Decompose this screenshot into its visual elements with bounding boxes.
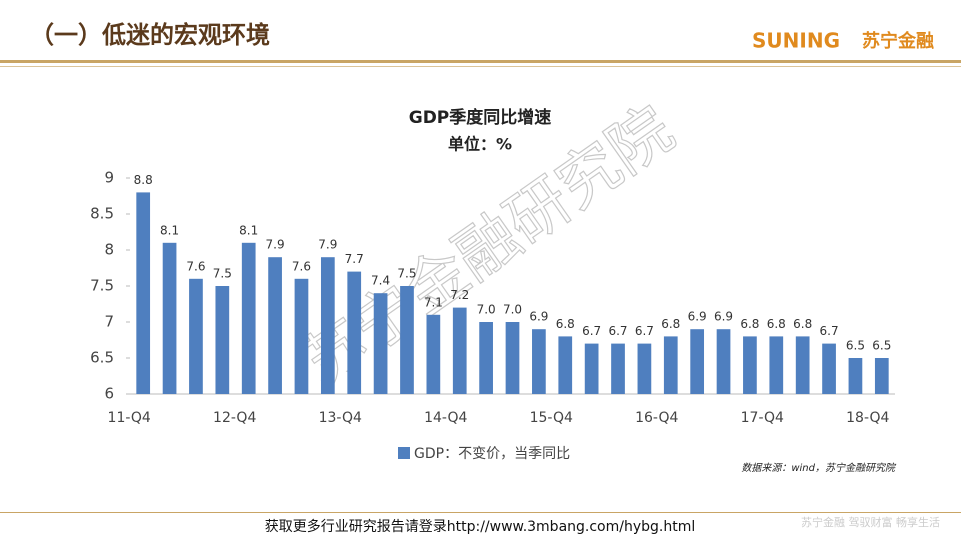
bar	[505, 322, 520, 394]
value-label: 6.8	[793, 317, 812, 331]
value-label: 7.2	[450, 288, 469, 302]
footer-rule	[0, 512, 961, 513]
value-label: 8.8	[134, 173, 153, 187]
bar	[320, 257, 335, 394]
value-label: 7.9	[266, 238, 285, 252]
value-label: 6.8	[740, 317, 759, 331]
source-note: 数据来源：wind，苏宁金融研究院	[741, 462, 897, 474]
bar	[241, 242, 256, 394]
value-label: 6.9	[529, 310, 548, 324]
bar	[558, 336, 573, 394]
bar	[848, 358, 863, 394]
value-label: 6.9	[688, 310, 707, 324]
x-tick-label: 14-Q4	[424, 410, 467, 426]
x-tick-label: 15-Q4	[530, 410, 573, 426]
y-tick-label: 8.5	[90, 205, 114, 223]
value-label: 7.0	[503, 303, 522, 317]
bar	[452, 307, 467, 394]
value-label: 6.5	[846, 339, 865, 353]
bar	[426, 314, 441, 394]
y-tick-label: 6.5	[90, 349, 114, 367]
value-label: 7.9	[318, 238, 337, 252]
value-label: 8.1	[239, 223, 258, 237]
bar	[822, 343, 836, 394]
value-label: 6.7	[635, 324, 654, 338]
bar	[532, 329, 546, 394]
x-tick-label: 18-Q4	[846, 410, 889, 426]
value-label: 6.8	[767, 317, 786, 331]
bar	[373, 293, 388, 394]
value-label: 7.6	[186, 259, 205, 273]
bar	[874, 358, 889, 394]
bar	[611, 343, 625, 394]
bar	[637, 343, 652, 394]
x-tick-label: 17-Q4	[741, 410, 784, 426]
bar	[268, 257, 282, 394]
logo-en: SUNING	[752, 29, 840, 53]
bar	[663, 336, 678, 394]
bar	[189, 278, 203, 394]
x-tick-label: 12-Q4	[213, 410, 256, 426]
bar	[215, 286, 230, 394]
y-tick-label: 9	[104, 169, 114, 187]
value-label: 6.7	[608, 324, 627, 338]
y-tick-label: 7	[104, 313, 114, 331]
bar	[743, 336, 757, 394]
y-tick-label: 8	[104, 241, 114, 259]
value-label: 7.4	[371, 274, 390, 288]
x-tick-label: 11-Q4	[108, 410, 151, 426]
bar	[294, 278, 309, 394]
bar	[584, 343, 599, 394]
y-tick-label: 6	[104, 385, 114, 403]
chart-subtitle: 单位：%	[448, 135, 512, 154]
value-label: 8.1	[160, 223, 179, 237]
value-label: 7.1	[424, 295, 443, 309]
header-rule	[0, 60, 961, 63]
footer-link: 获取更多行业研究报告请登录http://www.3mbang.com/hybg.…	[265, 518, 696, 535]
header-rule-thin	[0, 66, 961, 67]
bar	[795, 336, 810, 394]
value-label: 6.5	[872, 339, 891, 353]
legend-label: GDP：不变价，当季同比	[414, 446, 570, 462]
x-tick-label: 13-Q4	[319, 410, 362, 426]
bar	[400, 286, 414, 394]
bar	[716, 329, 731, 394]
value-label: 7.0	[477, 303, 496, 317]
bar	[769, 336, 784, 394]
footer-slogan: 苏宁金融 驾驭财富 畅享生活	[801, 515, 940, 529]
value-label: 6.8	[661, 317, 680, 331]
value-label: 7.6	[292, 259, 311, 273]
bar	[690, 329, 705, 394]
bar	[479, 322, 493, 394]
value-label: 7.7	[345, 252, 364, 266]
y-tick-label: 7.5	[90, 277, 114, 295]
value-label: 7.5	[397, 267, 416, 281]
logo-cn: 苏宁金融	[862, 30, 934, 52]
bar	[136, 192, 151, 394]
chart-title: GDP季度同比增速	[409, 107, 552, 128]
bar	[162, 242, 177, 394]
value-label: 6.8	[556, 317, 575, 331]
bar	[347, 271, 362, 394]
value-label: 7.5	[213, 267, 232, 281]
legend-swatch	[398, 447, 410, 459]
value-label: 6.7	[582, 324, 601, 338]
slide-title: （一）低迷的宏观环境	[30, 21, 270, 49]
value-label: 6.7	[820, 324, 839, 338]
value-label: 6.9	[714, 310, 733, 324]
x-tick-label: 16-Q4	[635, 410, 678, 426]
